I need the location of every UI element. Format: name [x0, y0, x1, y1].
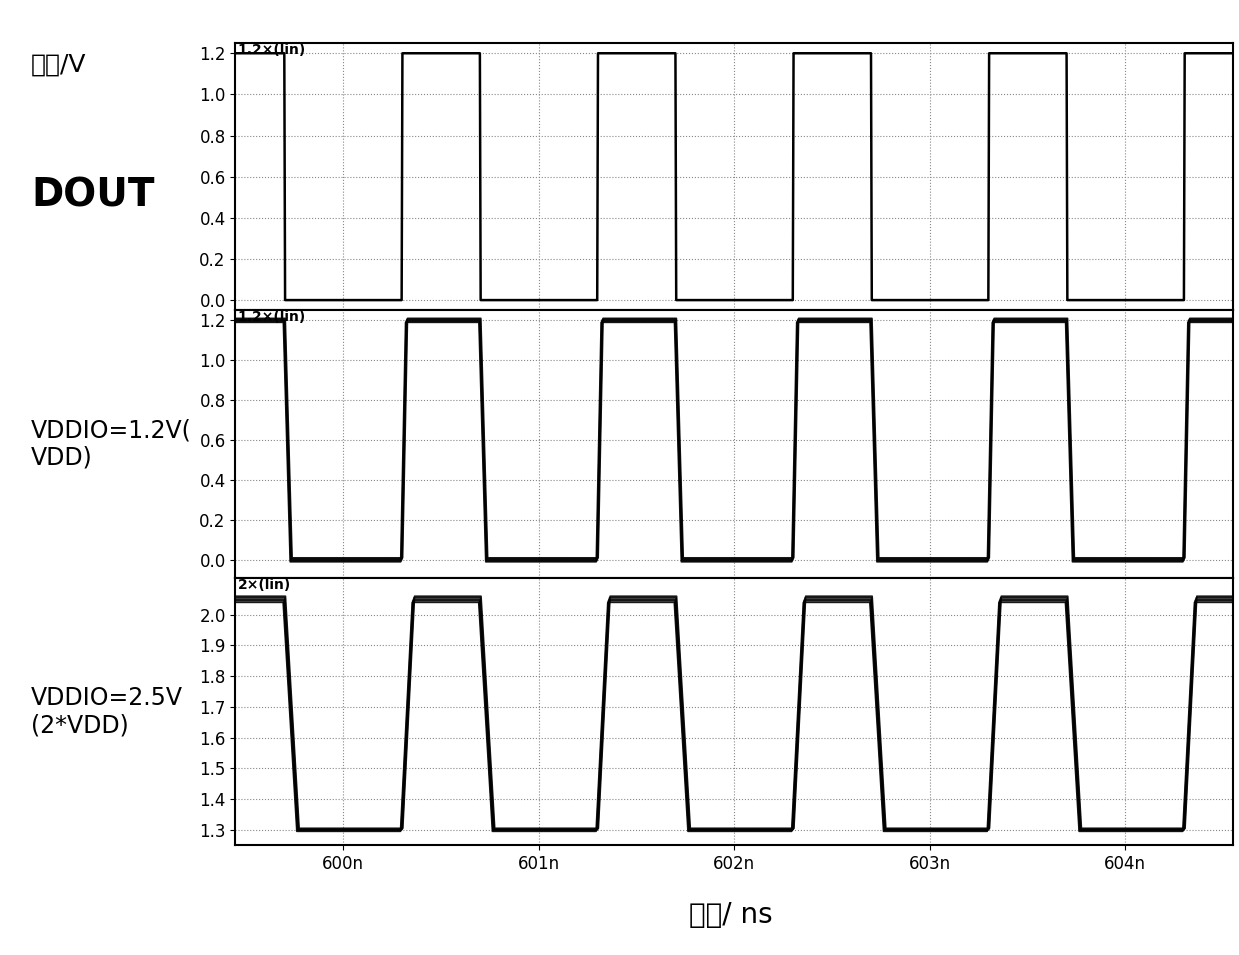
Text: DOUT: DOUT	[31, 177, 155, 215]
Text: 1.2×(lin): 1.2×(lin)	[238, 43, 306, 57]
Text: 时间/ ns: 时间/ ns	[689, 901, 773, 929]
Text: VDDIO=1.2V(
VDD): VDDIO=1.2V( VDD)	[31, 418, 192, 470]
Text: 电压/V: 电压/V	[31, 53, 87, 76]
Text: VDDIO=2.5V
(2*VDD): VDDIO=2.5V (2*VDD)	[31, 686, 183, 737]
Text: 1.2×(lin): 1.2×(lin)	[238, 310, 306, 325]
Text: 2×(lin): 2×(lin)	[238, 578, 291, 592]
